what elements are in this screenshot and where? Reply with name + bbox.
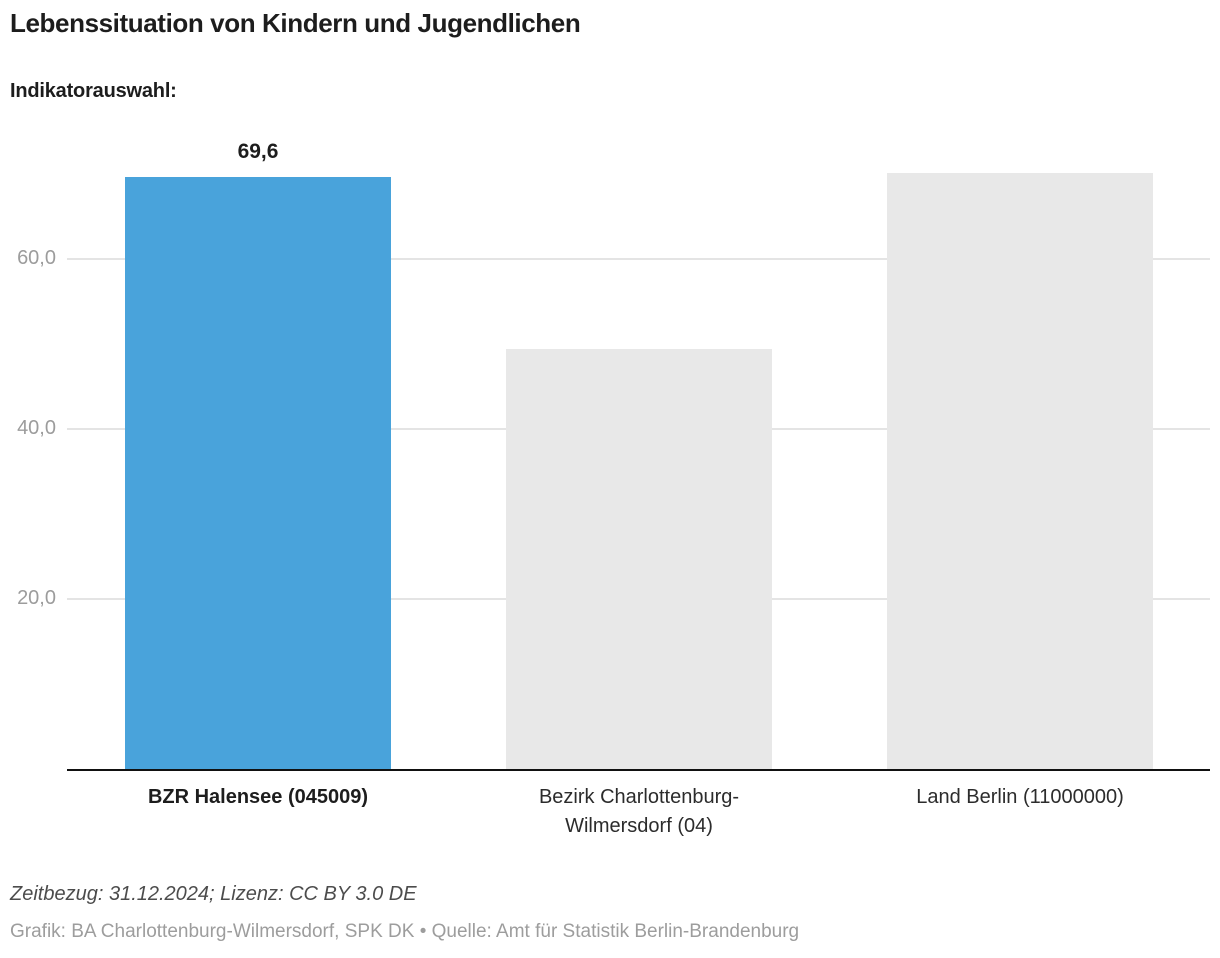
y-gridline [67, 258, 1210, 260]
indicator-selection-label: Indikatorauswahl: [10, 80, 177, 102]
bar-comparison[interactable] [887, 173, 1153, 769]
license-note: Zeitbezug: 31.12.2024; Lizenz: CC BY 3.0… [10, 883, 417, 905]
bar-value-label: 69,6 [237, 140, 279, 163]
bar-comparison[interactable] [506, 349, 772, 769]
x-axis-category-label: Bezirk Charlottenburg-Wilmersdorf (04) [538, 786, 740, 837]
bar-highlighted[interactable] [125, 177, 391, 769]
source-note: Grafik: BA Charlottenburg-Wilmersdorf, S… [10, 921, 800, 942]
page-title: Lebenssituation von Kindern und Jugendli… [10, 8, 581, 38]
x-axis-category-label: BZR Halensee (045009) [147, 786, 369, 808]
x-axis-line [67, 769, 1210, 771]
y-axis-tick-label: 40,0 [17, 417, 56, 439]
y-axis-tick-label: 20,0 [17, 587, 56, 609]
y-axis-tick-label: 60,0 [17, 247, 56, 269]
x-axis-category-label: Land Berlin (11000000) [916, 786, 1124, 808]
